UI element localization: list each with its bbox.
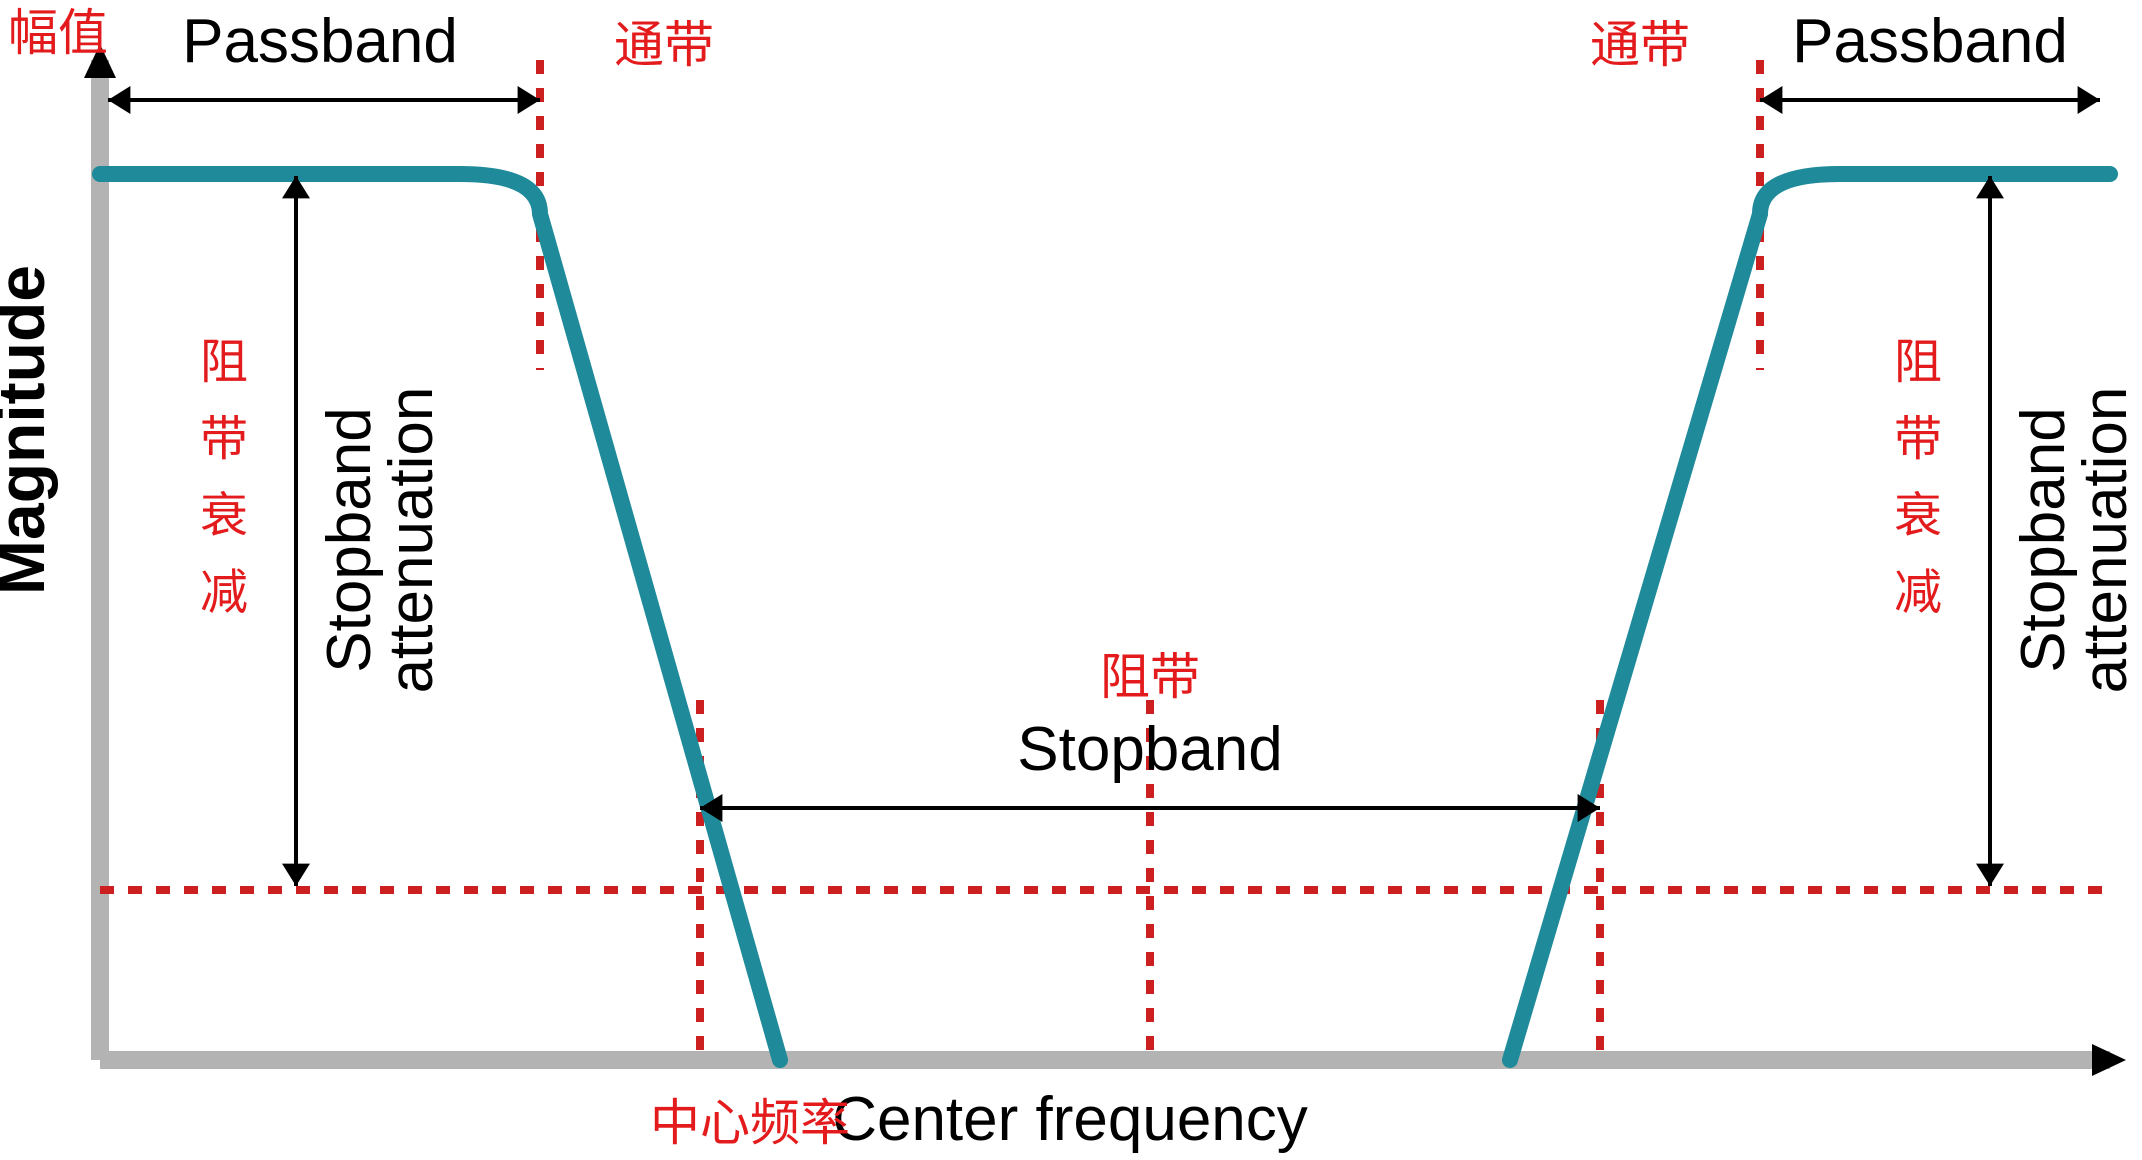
right-passband-arrow	[1760, 86, 2100, 114]
right-attenuation-label-en-2: attenuation	[2071, 387, 2140, 694]
left-attenuation-label-en-1: Stopband	[315, 407, 384, 672]
notch-filter-diagram: Magnitude 幅值 Passband 通带 Passband 通带 Sto…	[0, 0, 2142, 1160]
left-attenuation-label-zh: 阻带衰减	[200, 336, 248, 619]
left-attenuation-label-en-2: attenuation	[377, 387, 446, 694]
right-passband-label-zh: 通带	[1590, 17, 1690, 73]
x-axis-label-en: Center frequency	[832, 1085, 1308, 1154]
right-passband-label-en: Passband	[1792, 7, 2068, 76]
left-passband-label-zh: 通带	[614, 17, 714, 73]
right-attenuation-label-zh: 阻带衰减	[1894, 336, 1942, 619]
y-axis-label-en: Magnitude	[0, 265, 58, 595]
y-axis-label-zh: 幅值	[8, 5, 108, 61]
left-passband-label-en: Passband	[182, 7, 458, 76]
stopband-label-zh: 阻带	[1100, 649, 1200, 705]
left-attenuation-arrow	[282, 176, 310, 886]
stopband-label-en: Stopband	[1017, 715, 1282, 784]
right-attenuation-arrow	[1976, 176, 2004, 886]
x-axis-label-zh: 中心频率	[650, 1095, 850, 1151]
x-axis-arrowhead-icon	[2092, 1044, 2126, 1076]
left-passband-arrow	[108, 86, 540, 114]
right-attenuation-label-en-1: Stopband	[2009, 407, 2078, 672]
